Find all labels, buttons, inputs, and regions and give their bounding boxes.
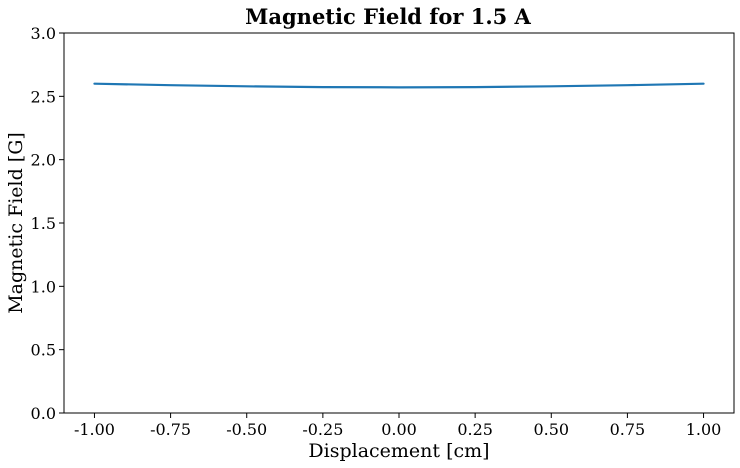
series-layer	[93, 82, 705, 89]
x-axis-label: Displacement [cm]	[308, 440, 489, 462]
series-line	[93, 82, 705, 89]
y-tick-label: 2.5	[31, 87, 56, 106]
x-tick-label: 0.75	[610, 420, 646, 439]
x-tick-label: 0.25	[457, 420, 493, 439]
y-axis: 0.0 0.5 1.0 1.5 2.0 2.5 3.0	[31, 24, 64, 423]
x-tick-label: -1.00	[74, 420, 115, 439]
y-tick-label: 1.5	[31, 214, 56, 233]
plot-area-frame	[63, 32, 735, 414]
y-tick-label: 0.0	[31, 404, 56, 423]
y-tick-label: 2.0	[31, 151, 56, 170]
x-tick-label: 0.00	[381, 420, 417, 439]
x-tick-label: 1.00	[686, 420, 722, 439]
y-tick-label: 0.5	[31, 341, 56, 360]
y-axis-label: Magnetic Field [G]	[5, 132, 27, 314]
x-tick-label: -0.50	[226, 420, 267, 439]
x-tick-label: -0.75	[150, 420, 191, 439]
chart-title: Magnetic Field for 1.5 A	[245, 4, 531, 29]
x-tick-label: -0.25	[302, 420, 343, 439]
y-tick-label: 1.0	[31, 277, 56, 296]
x-axis: -1.00 -0.75 -0.50 -0.25 0.00 0.25 0.50 0.75 1.00	[74, 413, 721, 439]
x-tick-label: 0.50	[533, 420, 569, 439]
y-tick-label: 3.0	[31, 24, 56, 43]
